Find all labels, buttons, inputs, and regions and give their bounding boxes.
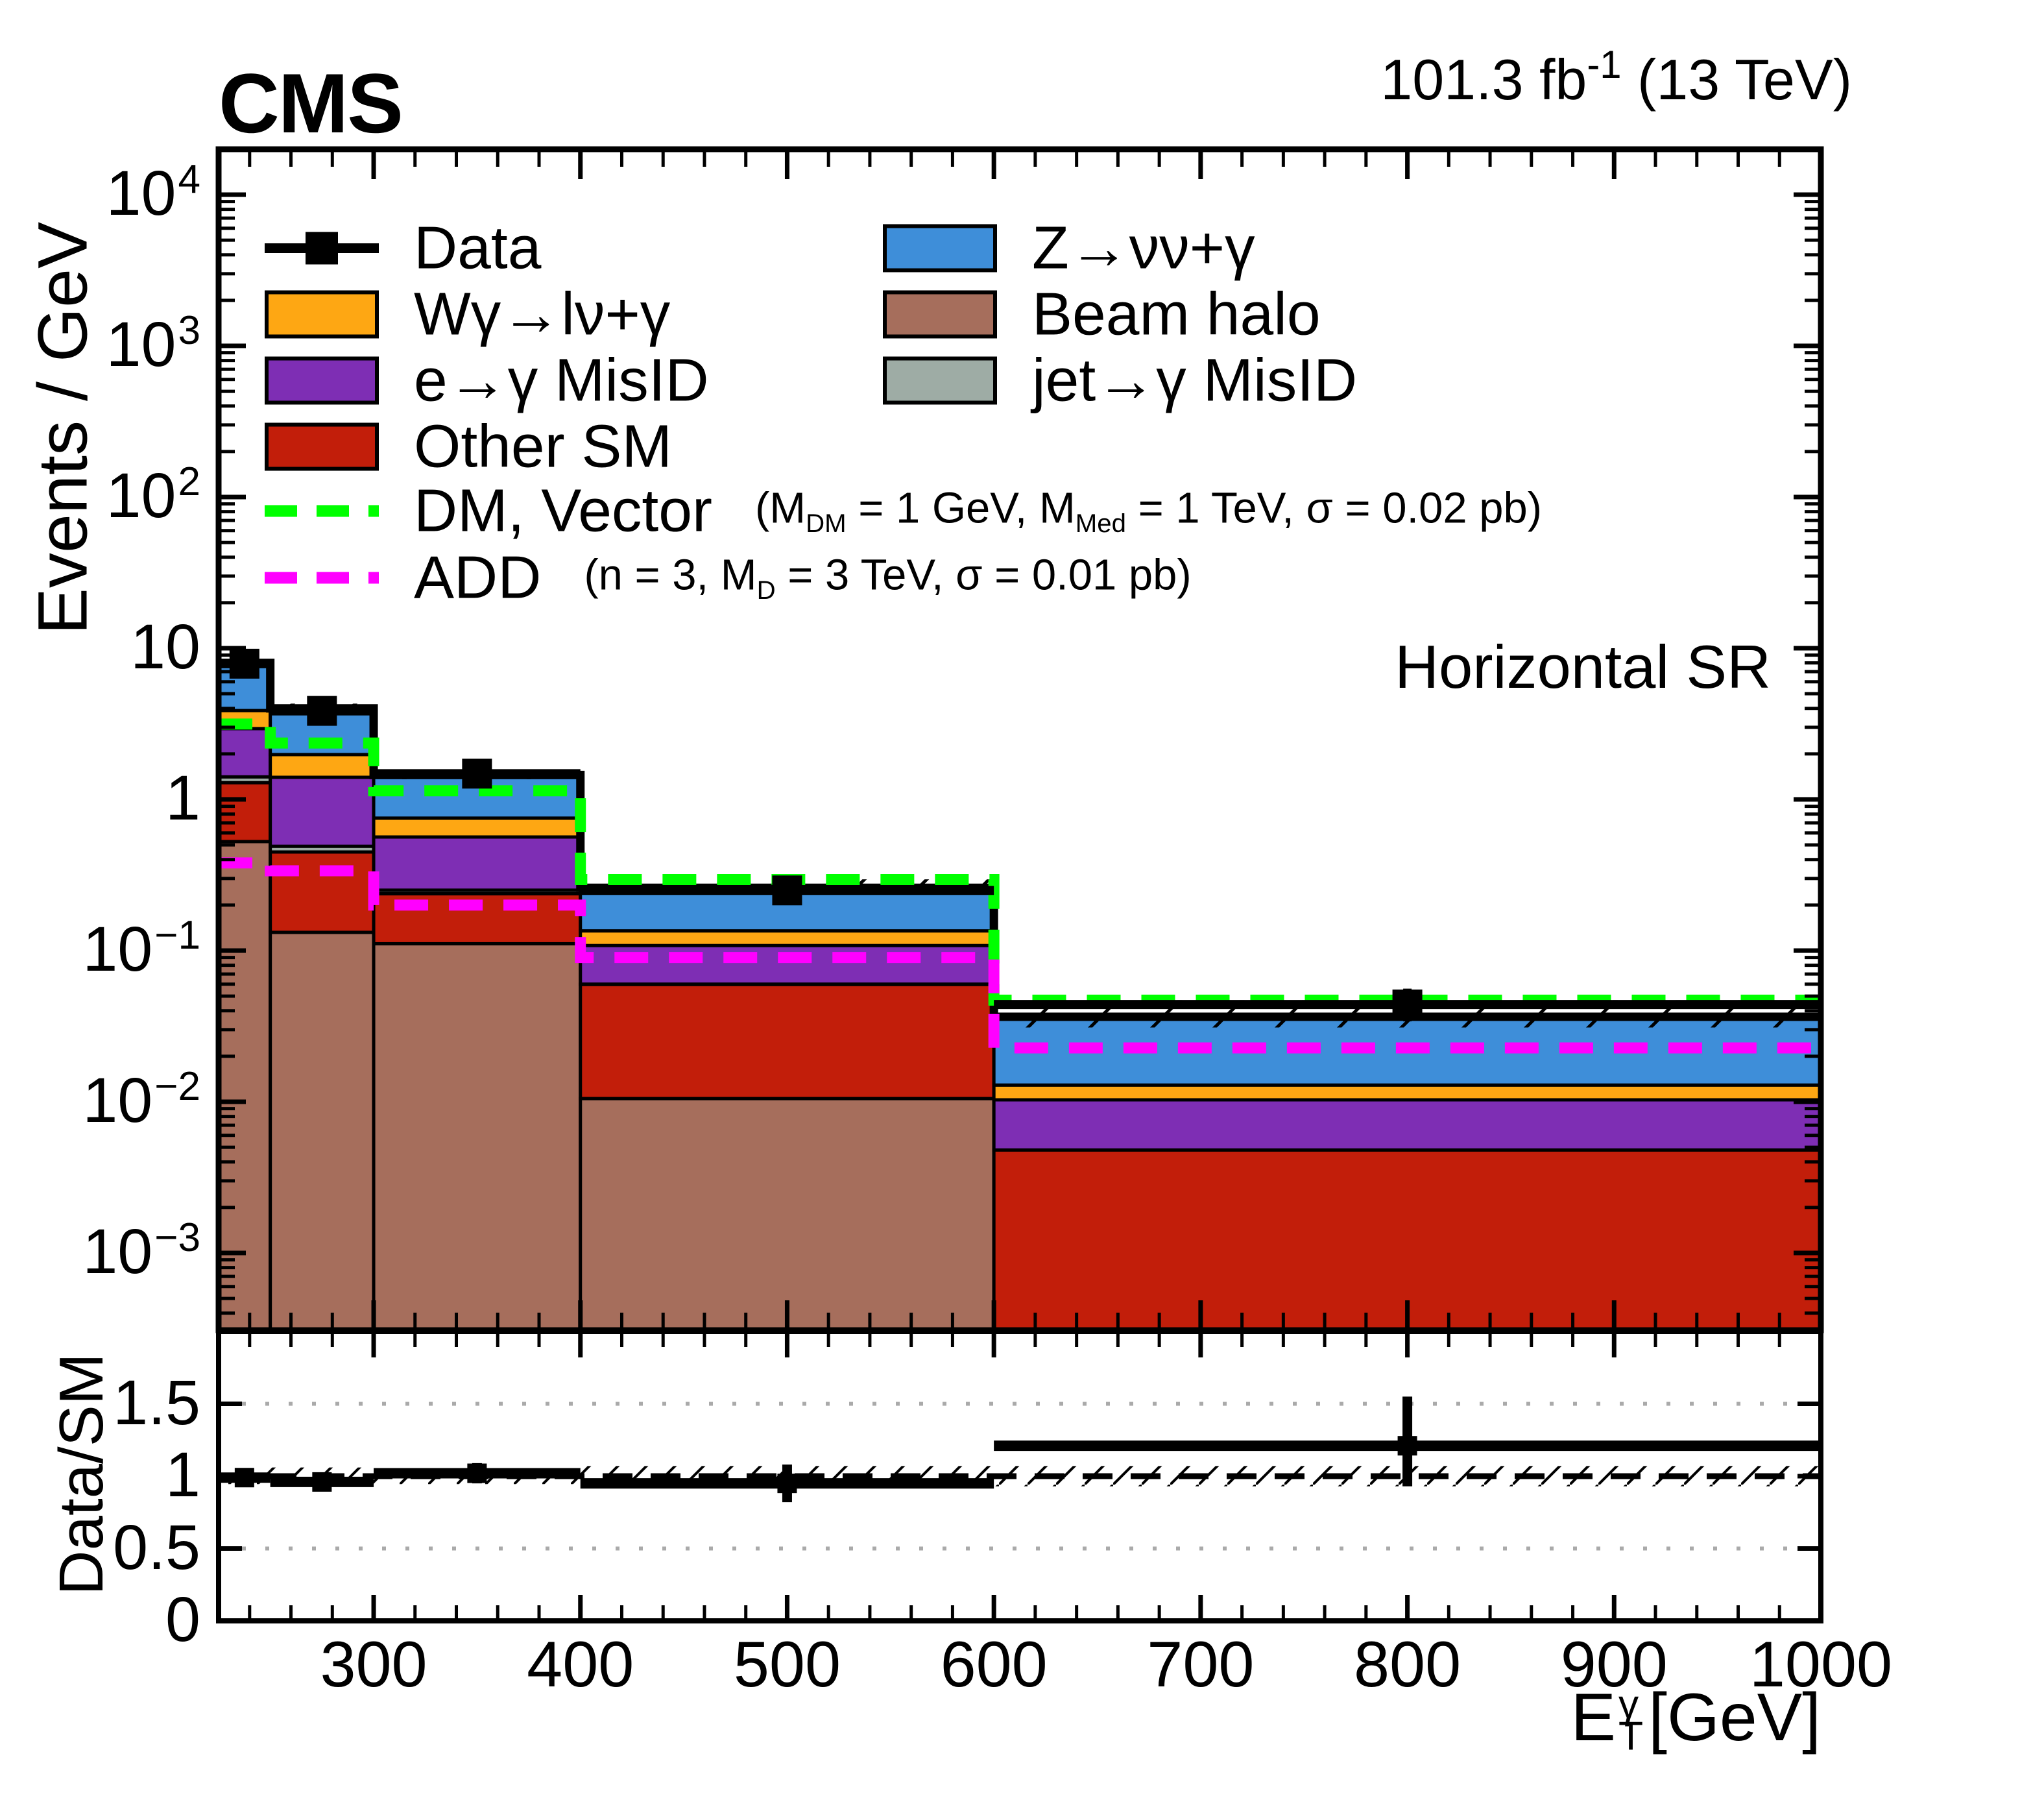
legend-label-wgamma: Wγ→lν+γ [414,280,671,348]
legend-item-data: Data [265,213,541,283]
legend-params-dm_vector: (MDM = 1 GeV, MMed = 1 TeV, σ = 0.02 pb) [754,483,1543,538]
x-tick-label: 900 [1560,1628,1668,1700]
legend-swatch-wgamma [265,290,379,338]
legend-item-e_misid: e→γ MisID [265,346,709,415]
x-title-sub: T [1618,1714,1644,1759]
legend-swatch-jet_misid [883,356,997,404]
legend-swatch-other_sm [265,422,379,470]
lumi-energy: (13 TeV) [1621,47,1852,112]
legend-label-znunu: Z→νν+γ [1032,213,1255,282]
stack-layer-other-sm [219,781,1821,1330]
lumi-exponent: -1 [1587,43,1622,87]
x-tick-label: 800 [1353,1628,1461,1700]
annotation-horizontal-sr: Horizontal SR [1395,633,1771,701]
legend-label-dm_vector: DM, Vector [414,476,712,544]
ratio-tick-label: 1.5 [113,1367,200,1438]
ratio-frame [216,1329,1823,1623]
legend-label-jet_misid: jet→γ MisID [1032,346,1358,414]
legend-item-other_sm: Other SM [265,412,672,481]
x-title-sup: γ [1618,1682,1639,1727]
data-marker [1392,990,1423,1020]
legend-label-e_misid: e→γ MisID [414,346,709,414]
legend-item-wgamma: Wγ→lν+γ [265,280,670,349]
ratio-tick-label: 0.5 [113,1511,200,1583]
ratio-points [219,1396,1821,1503]
x-title-base: E [1570,1680,1616,1755]
x-tick-label: 1000 [1749,1628,1893,1700]
legend-label-add: ADD [414,543,542,611]
stack-layer-beam-halo [219,840,996,1330]
x-title-unit: [GeV] [1648,1680,1821,1755]
y-tick-label: 102 [106,459,200,531]
y-tick-label: 10 [130,611,200,682]
legend-item-dm_vector: DM, Vector (MDM = 1 GeV, MMed = 1 TeV, σ … [265,476,1542,546]
dashed-line-icon [265,505,379,516]
y-tick-label: 103 [106,308,200,380]
legend-label-other_sm: Other SM [414,412,672,480]
stack-layer-w-l- [219,709,1821,1102]
ratio-tick-label: 1 [165,1439,200,1510]
data-marker-icon [265,228,379,268]
legend-label-beam_halo: Beam halo [1032,280,1321,348]
dashed-line-icon [265,572,379,583]
stack-layer-e-misid [219,727,1821,1152]
y-tick-label: 1 [165,762,200,833]
legend-item-add: ADD (n = 3, MD = 3 TeV, σ = 0.01 pb) [265,543,1192,613]
y-tick-label: 10−1 [82,912,200,984]
legend-item-znunu: Z→νν+γ [883,213,1255,283]
signal-dm-vector-line [219,718,1821,1006]
x-tick-label: 600 [940,1628,1048,1700]
legend-label-data: Data [414,213,542,282]
data-marker [772,875,802,906]
x-tick-label: 500 [733,1628,841,1700]
cms-label: CMS [219,56,403,151]
x-tick-label: 400 [527,1628,634,1700]
legend-item-jet_misid: jet→γ MisID [883,346,1357,415]
ratio-tick-label: 0 [165,1583,200,1655]
luminosity-label: 101.3 fb-1 (13 TeV) [1380,43,1852,113]
lumi-value: 101.3 fb [1380,47,1587,112]
ratio-marker [467,1463,487,1483]
stack-bars [219,661,1821,1330]
data-marker [307,696,337,726]
x-tick-label: 700 [1147,1628,1255,1700]
legend-swatch-znunu [883,224,997,272]
ratio-marker [777,1474,797,1494]
legend-item-beam_halo: Beam halo [883,280,1321,349]
legend-swatch-e_misid [265,356,379,404]
y-axis-title: Events / GeV [23,221,102,635]
y-tick-label: 10−3 [82,1215,200,1287]
ratio-marker [312,1472,332,1492]
y-tick-label: 104 [106,156,200,228]
ratio-pad [216,1329,1823,1623]
signal-add-line [219,857,1821,1054]
x-tick-label: 300 [320,1628,427,1700]
data-marker [462,759,492,789]
y-tick-label: 10−2 [82,1063,200,1136]
data-points [219,648,1821,1022]
legend-params-add: (n = 3, MD = 3 TeV, σ = 0.01 pb) [584,550,1192,605]
ratio-axis-title: Data/SM [47,1353,116,1596]
main-pad [215,146,1824,1333]
ratio-marker [1397,1436,1417,1456]
legend-swatch-beam_halo [883,290,997,338]
